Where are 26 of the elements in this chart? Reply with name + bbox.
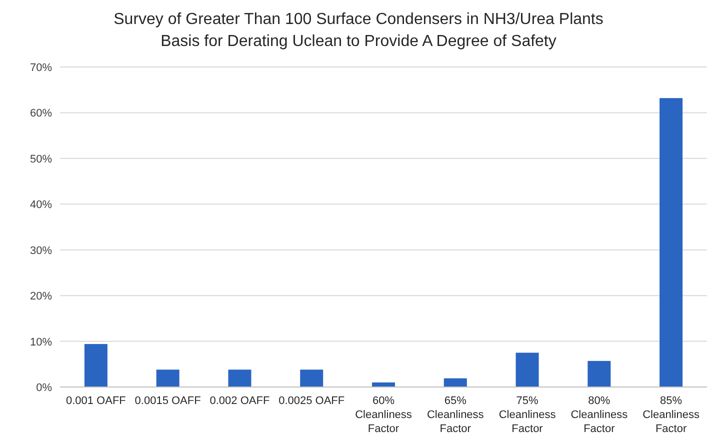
- bar: [300, 370, 324, 387]
- x-tick-label: 60% Cleanliness Factor: [355, 395, 412, 434]
- x-tick-label: 0.0015 OAFF: [134, 395, 202, 407]
- bar: [516, 352, 539, 387]
- y-tick-label: 0%: [36, 382, 52, 394]
- bar: [156, 370, 180, 387]
- x-tick-label: 80% Cleanliness Factor: [570, 395, 628, 434]
- x-tick-label: 0.001 OAFF: [66, 395, 126, 407]
- chart-title: Survey of Greater Than 100 Surface Condensers in NH3/Urea Plants Basis for Derating Uclean to Provide A Degree of Safety: [114, 11, 604, 50]
- y-tick-label: 10%: [30, 336, 52, 348]
- bar: [228, 370, 252, 387]
- x-tick-label: 65% Cleanliness Factor: [426, 395, 484, 434]
- x-tick-label: 85% Cleanliness Factor: [642, 395, 700, 434]
- bar: [660, 98, 683, 387]
- x-tick-label: 0.002 OAFF: [210, 395, 270, 407]
- bar: [444, 378, 467, 387]
- x-tick-label: 0.0025 OAFF: [278, 395, 345, 407]
- bar: [588, 360, 611, 387]
- y-tick-label: 50%: [30, 153, 52, 166]
- y-tick-label: 20%: [30, 290, 52, 303]
- x-tick-label: 75% Cleanliness Factor: [498, 395, 556, 434]
- y-tick-label: 70%: [30, 62, 52, 74]
- y-tick-label: 40%: [30, 199, 52, 212]
- y-tick-label: 30%: [30, 244, 52, 257]
- y-tick-label: 60%: [30, 108, 52, 120]
- bar: [84, 344, 108, 387]
